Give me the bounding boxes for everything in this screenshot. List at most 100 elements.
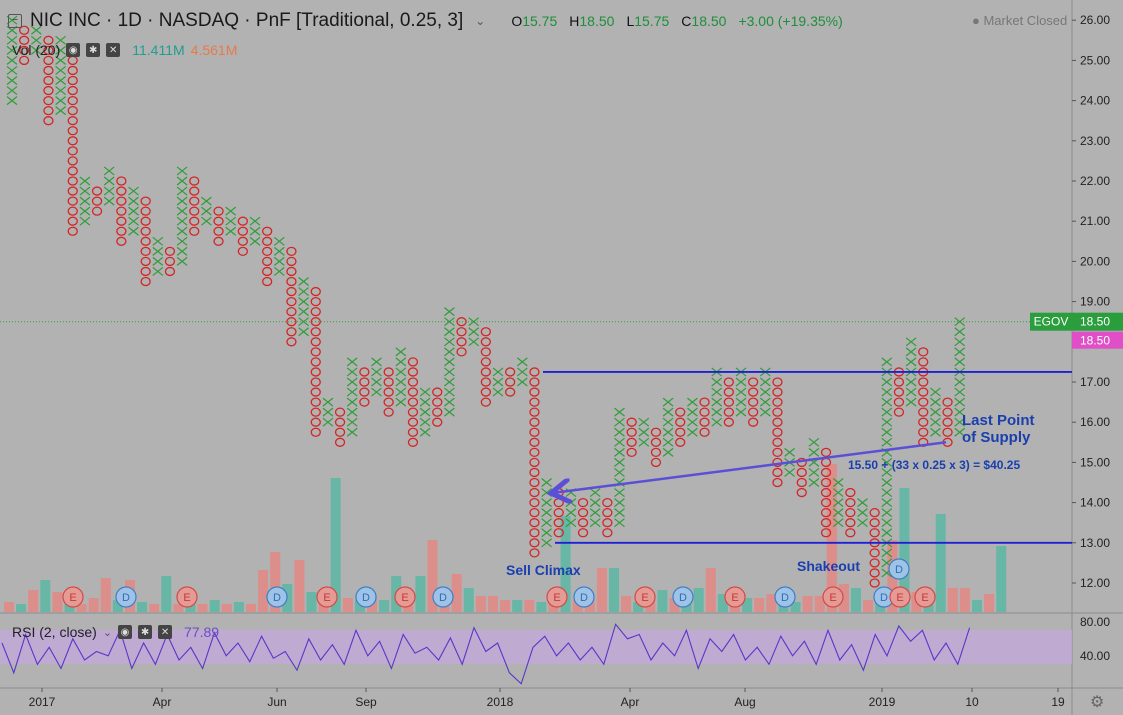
volume-bar <box>197 604 208 612</box>
pnf-o-box <box>456 337 467 347</box>
pnf-x-box <box>322 407 334 417</box>
close-icon[interactable]: ✕ <box>158 625 173 639</box>
pnf-x-stroke <box>225 206 237 216</box>
pnf-x-box <box>832 508 844 518</box>
volume-bar <box>88 598 99 612</box>
pnf-x-stroke <box>30 35 42 45</box>
pnf-o-box <box>748 407 759 417</box>
pnf-x-stroke <box>152 236 164 246</box>
pnf-x-box <box>808 478 820 487</box>
pnf-x-box <box>614 427 625 437</box>
pnf-o-box <box>286 317 297 327</box>
settings-gear-icon[interactable]: ⚙ <box>1090 694 1105 711</box>
pnf-o-box <box>310 337 321 347</box>
pnf-o-box <box>529 497 540 508</box>
pnf-x-box <box>176 196 188 206</box>
chevron-down-icon[interactable]: ⌄ <box>475 14 486 28</box>
gear-icon[interactable]: ✱ <box>86 43 101 57</box>
pnf-o-box <box>845 497 856 508</box>
event-marker-label: D <box>679 592 687 604</box>
pnf-x-stroke <box>857 518 868 528</box>
pnf-x-stroke <box>759 397 771 407</box>
pnf-o-box <box>796 467 807 478</box>
pnf-x-stroke <box>55 106 66 116</box>
pnf-o-box <box>772 417 783 427</box>
pnf-o-box <box>67 136 78 146</box>
pnf-x-stroke <box>128 196 139 206</box>
pnf-x-stroke <box>346 357 358 367</box>
pnf-o-box <box>67 126 78 136</box>
chevron-down-icon[interactable]: ⌄ <box>102 626 113 639</box>
pnf-x-stroke <box>6 96 18 106</box>
pnf-x-stroke <box>541 538 552 548</box>
pnf-x-stroke <box>201 206 212 216</box>
pnf-x-stroke <box>346 427 358 437</box>
event-marker-label: E <box>553 592 560 604</box>
pnf-x-stroke <box>30 25 42 35</box>
pnf-o-box <box>480 367 492 377</box>
close-value: 18.50 <box>691 13 727 29</box>
pnf-x-box <box>55 106 66 116</box>
pnf-x-box <box>589 488 601 498</box>
pnf-x-box <box>881 417 893 427</box>
pnf-x-box <box>711 407 723 417</box>
volume-bar <box>572 600 583 612</box>
volume-label[interactable]: Vol (20) <box>12 42 61 58</box>
pnf-x-stroke <box>589 498 601 508</box>
pnf-o-box <box>116 176 127 186</box>
gear-icon[interactable]: ✱ <box>138 625 153 639</box>
pnf-o-box <box>310 286 321 297</box>
rsi-label[interactable]: RSI (2, close) <box>12 624 97 640</box>
volume-bar <box>790 602 801 612</box>
pnf-o-box <box>602 528 613 538</box>
pnf-o-box <box>893 387 905 397</box>
volume-bar <box>959 588 970 612</box>
close-icon[interactable]: ✕ <box>106 43 121 57</box>
chart-title[interactable]: NIC INC · 1D · NASDAQ · PnF [Traditional… <box>30 10 464 31</box>
pnf-x-box <box>444 337 455 347</box>
pnf-o-box <box>237 216 249 226</box>
pnf-x-box <box>614 417 625 427</box>
pink-price-badge-text: 18.50 <box>1080 334 1110 348</box>
pnf-o-box <box>820 497 832 508</box>
time-tick-label: 19 <box>1051 695 1065 709</box>
pnf-x-box <box>492 387 504 397</box>
eye-icon[interactable]: ◉ <box>66 43 81 57</box>
pnf-x-box <box>371 357 382 367</box>
price-tick-label: 22.00 <box>1080 174 1110 188</box>
event-marker-circle <box>432 586 454 608</box>
pnf-x-stroke <box>881 518 893 528</box>
pnf-o-box <box>67 156 78 166</box>
pnf-x-box <box>759 407 771 417</box>
pnf-x-box <box>638 417 650 427</box>
pnf-o-box <box>67 65 78 76</box>
pnf-o-box <box>140 226 151 236</box>
eye-icon[interactable]: ◉ <box>118 625 133 639</box>
pnf-o-box <box>286 296 297 307</box>
event-marker-circle <box>115 586 137 608</box>
pnf-x-stroke <box>881 427 893 437</box>
minus-box-icon[interactable]: − <box>8 14 22 28</box>
volume-bar <box>76 604 87 612</box>
pnf-x-box <box>759 397 771 407</box>
pnf-x-box <box>298 287 309 297</box>
pnf-x-stroke <box>589 508 601 518</box>
chart-header: − NIC INC · 1D · NASDAQ · PnF [Tradition… <box>8 8 843 34</box>
volume-bar <box>306 592 317 612</box>
pnf-o-box <box>91 196 103 206</box>
pnf-o-box <box>432 407 443 417</box>
pnf-x-stroke <box>954 387 966 397</box>
pnf-o-box <box>407 407 419 417</box>
pnf-x-stroke <box>6 76 18 85</box>
pnf-o-box <box>43 45 54 55</box>
pnf-o-box <box>723 397 734 407</box>
pnf-x-box <box>346 367 358 377</box>
pnf-o-box <box>796 487 807 498</box>
pnf-x-box <box>832 478 844 487</box>
pnf-x-stroke <box>492 367 504 377</box>
pnf-o-box <box>820 508 832 518</box>
pnf-o-box <box>359 367 370 377</box>
pnf-o-box <box>529 467 540 478</box>
pnf-o-box <box>286 306 297 317</box>
pnf-x-box <box>565 518 577 528</box>
